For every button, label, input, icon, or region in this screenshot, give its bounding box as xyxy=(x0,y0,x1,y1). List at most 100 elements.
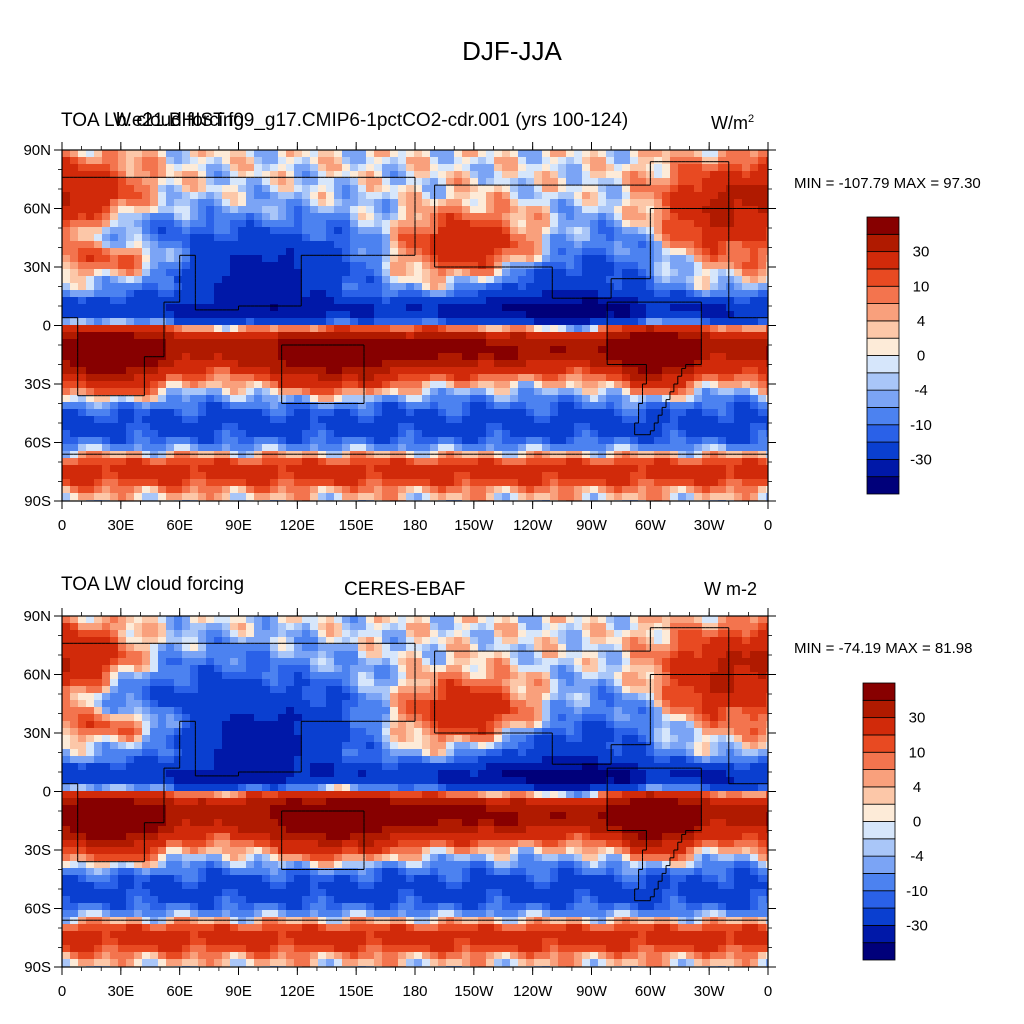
heat-cell xyxy=(70,346,79,354)
heat-cell xyxy=(246,220,255,228)
heat-cell xyxy=(582,360,591,368)
heat-cell xyxy=(94,297,103,305)
heat-cell xyxy=(542,283,551,291)
heat-cell xyxy=(734,437,743,445)
heat-cell xyxy=(374,150,383,158)
heat-cell xyxy=(406,269,415,277)
heat-cell xyxy=(750,157,759,165)
heat-cell xyxy=(294,346,303,354)
heat-cell xyxy=(198,451,207,459)
heat-cell xyxy=(390,157,399,165)
heat-cell xyxy=(390,395,399,403)
heat-cell xyxy=(526,360,535,368)
heat-cell xyxy=(406,486,415,494)
heat-cell xyxy=(510,472,519,480)
heat-cell xyxy=(206,276,215,284)
heat-cell xyxy=(694,458,703,466)
heat-cell xyxy=(638,332,647,340)
heat-cell xyxy=(390,234,399,242)
heat-cell xyxy=(486,486,495,494)
heat-cell xyxy=(318,262,327,270)
heat-cell xyxy=(446,416,455,424)
heat-cell xyxy=(622,241,631,249)
heat-cell xyxy=(742,234,751,242)
heat-cell xyxy=(326,283,335,291)
heat-cell xyxy=(78,206,87,214)
heat-cell xyxy=(262,227,271,235)
heat-cell xyxy=(286,416,295,424)
heat-cell xyxy=(734,241,743,249)
heat-cell xyxy=(750,178,759,186)
heat-cell xyxy=(758,185,767,193)
heat-cell xyxy=(350,206,359,214)
heat-cell xyxy=(526,220,535,228)
heat-cell xyxy=(686,220,695,228)
heat-cell xyxy=(614,227,623,235)
heat-cell xyxy=(742,325,751,333)
heat-cell xyxy=(574,458,583,466)
heat-cell xyxy=(678,437,687,445)
heat-cell xyxy=(710,493,719,501)
heat-cell xyxy=(758,402,767,410)
heat-cell xyxy=(614,465,623,473)
heat-cell xyxy=(62,437,71,445)
heat-cell xyxy=(598,325,607,333)
heat-cell xyxy=(134,311,143,319)
heat-cell xyxy=(486,444,495,452)
heat-cell xyxy=(486,164,495,172)
heat-cell xyxy=(446,199,455,207)
heat-cell xyxy=(502,374,511,382)
heat-cell xyxy=(670,234,679,242)
heat-cell xyxy=(350,178,359,186)
heat-cell xyxy=(542,353,551,361)
heat-cell xyxy=(766,206,769,214)
heat-cell xyxy=(766,164,769,172)
heat-cell xyxy=(110,178,119,186)
heat-cell xyxy=(478,234,487,242)
heat-cell xyxy=(334,157,343,165)
heat-cell xyxy=(502,458,511,466)
heat-cell xyxy=(534,458,543,466)
heat-cell xyxy=(654,171,663,179)
heat-cell xyxy=(78,164,87,172)
heat-cell xyxy=(302,206,311,214)
heat-cell xyxy=(654,332,663,340)
heat-cell xyxy=(454,381,463,389)
heat-cell xyxy=(574,325,583,333)
heat-cell xyxy=(510,388,519,396)
heat-cell xyxy=(318,472,327,480)
heat-cell xyxy=(342,290,351,298)
heat-cell xyxy=(190,458,199,466)
heat-cell xyxy=(222,234,231,242)
heat-cell xyxy=(190,206,199,214)
heat-cell xyxy=(670,395,679,403)
heat-cell xyxy=(326,185,335,193)
heat-cell xyxy=(62,332,71,340)
heat-cell xyxy=(126,297,135,305)
heat-cell xyxy=(710,248,719,256)
heat-cell xyxy=(470,227,479,235)
heat-cell xyxy=(158,479,167,487)
heat-cell xyxy=(350,157,359,165)
heat-cell xyxy=(350,262,359,270)
heat-cell xyxy=(702,395,711,403)
heat-cell xyxy=(534,255,543,263)
heat-cell xyxy=(734,374,743,382)
heat-cell xyxy=(126,472,135,480)
heat-cell xyxy=(470,493,479,501)
heat-cell xyxy=(718,479,727,487)
heat-cell xyxy=(566,353,575,361)
heat-cell xyxy=(734,360,743,368)
heat-cell xyxy=(334,360,343,368)
heat-cell xyxy=(278,423,287,431)
heat-cell xyxy=(526,276,535,284)
heat-cell xyxy=(598,332,607,340)
heat-cell xyxy=(350,374,359,382)
heat-cell xyxy=(486,227,495,235)
heat-cell xyxy=(526,185,535,193)
heat-cell xyxy=(622,157,631,165)
heat-cell xyxy=(342,262,351,270)
heat-cell xyxy=(710,213,719,221)
heat-cell xyxy=(198,241,207,249)
heat-cell xyxy=(158,486,167,494)
